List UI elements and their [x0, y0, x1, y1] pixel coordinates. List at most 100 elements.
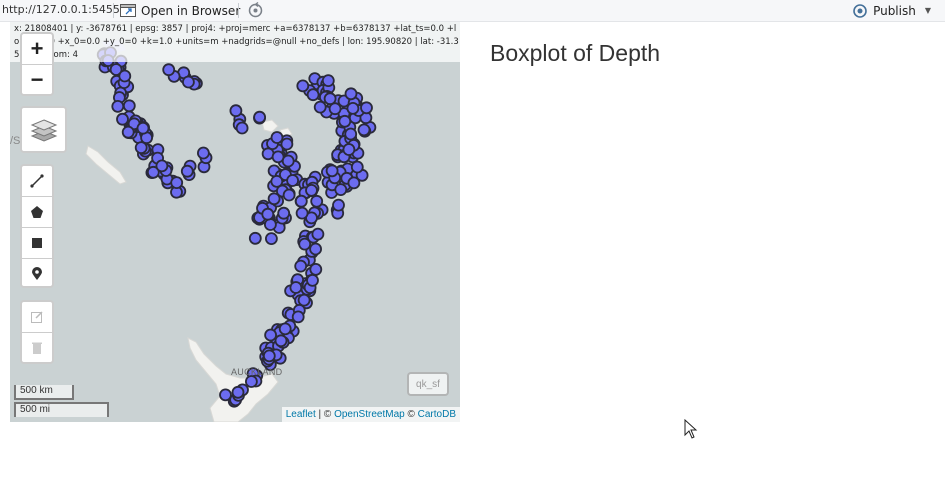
quake-marker[interactable] [109, 63, 123, 76]
quake-marker[interactable] [313, 100, 327, 114]
quake-marker[interactable] [325, 164, 339, 178]
quake-marker[interactable] [305, 183, 318, 197]
toolbar-divider [113, 3, 114, 18]
viewer-toolbar: http://127.0.0.1:5455 Open in Browser Pu… [0, 0, 945, 22]
quake-marker[interactable] [309, 262, 323, 276]
quake-marker[interactable] [231, 385, 245, 399]
delete-layers-button[interactable] [22, 332, 52, 363]
quake-marker[interactable] [289, 281, 303, 294]
quake-marker[interactable] [347, 176, 361, 190]
quake-marker[interactable] [274, 334, 288, 348]
quake-marker[interactable] [244, 375, 258, 388]
mouse-coordinates: x: 21808401 | y: -3678761 | epsg: 3857 |… [10, 22, 460, 62]
quake-marker[interactable] [121, 125, 135, 139]
cartodb-link[interactable]: CartoDB [417, 409, 456, 420]
quake-marker[interactable] [263, 218, 277, 231]
quake-marker[interactable] [309, 242, 323, 256]
quake-marker[interactable] [116, 112, 129, 126]
quake-marker[interactable] [296, 79, 310, 93]
quake-marker[interactable] [291, 310, 305, 324]
polyline-icon [30, 174, 44, 188]
refresh-icon[interactable] [247, 2, 264, 19]
quake-marker[interactable] [342, 143, 356, 156]
quake-marker[interactable] [328, 102, 342, 116]
attribution-separator: | © [315, 409, 335, 420]
quake-marker[interactable] [298, 237, 312, 251]
quake-marker[interactable] [334, 183, 348, 197]
quake-marker[interactable] [111, 100, 125, 113]
quake-marker[interactable] [162, 63, 176, 77]
quake-marker[interactable] [321, 74, 335, 87]
quake-marker[interactable] [286, 174, 300, 187]
quake-marker[interactable] [270, 174, 284, 188]
quake-marker[interactable] [294, 194, 308, 208]
quake-marker[interactable] [338, 114, 352, 128]
chevron-down-icon[interactable]: ▼ [924, 6, 931, 15]
quake-marker[interactable] [253, 110, 267, 124]
quake-marker[interactable] [297, 293, 311, 307]
quake-marker[interactable] [332, 198, 345, 212]
layer-toggle-qk-sf[interactable]: qk_sf [407, 372, 449, 396]
zoom-out-button[interactable]: − [22, 64, 52, 95]
quake-marker[interactable] [219, 388, 232, 402]
edit-layers-button[interactable] [22, 302, 52, 332]
quake-marker[interactable] [344, 127, 358, 141]
quake-marker[interactable] [277, 206, 291, 220]
draw-rectangle-button[interactable] [22, 227, 52, 258]
quake-marker[interactable] [280, 137, 294, 151]
quake-marker[interactable] [248, 231, 262, 245]
quake-marker[interactable] [357, 123, 371, 137]
quake-marker[interactable] [281, 154, 295, 168]
map-attribution: Leaflet | © OpenStreetMap © CartoDB [281, 407, 460, 422]
trash-icon [32, 342, 42, 354]
quakes-markers[interactable] [10, 22, 460, 422]
draw-toolbar [20, 164, 54, 288]
quake-marker[interactable] [270, 131, 284, 144]
quake-marker[interactable] [118, 69, 132, 83]
draw-polyline-button[interactable] [22, 166, 52, 196]
quake-marker[interactable] [235, 121, 249, 135]
open-in-browser-button[interactable]: Open in Browser [120, 2, 240, 19]
openstreetmap-link[interactable]: OpenStreetMap [334, 409, 405, 420]
quake-marker[interactable] [136, 121, 150, 135]
zoom-in-button[interactable]: + [30, 36, 44, 61]
north-island-landmass [187, 337, 279, 422]
quake-marker[interactable] [278, 322, 292, 336]
draw-polygon-button[interactable] [22, 196, 52, 227]
leaflet-map[interactable]: /S AUCKLAND x: 21808401 | y: -3678761 | … [10, 22, 460, 422]
quake-marker[interactable] [170, 176, 184, 190]
quake-marker[interactable] [295, 206, 309, 220]
quake-marker[interactable] [306, 273, 319, 287]
quake-marker[interactable] [264, 232, 278, 246]
quake-marker[interactable] [350, 160, 364, 174]
quake-marker[interactable] [267, 192, 281, 206]
quake-marker[interactable] [311, 227, 325, 241]
quake-marker[interactable] [181, 75, 195, 89]
quake-marker[interactable] [323, 92, 337, 106]
quake-marker[interactable] [310, 194, 324, 208]
leaflet-link[interactable]: Leaflet [285, 409, 316, 420]
open-in-browser-label: Open in Browser [141, 3, 241, 18]
quake-marker[interactable] [155, 159, 169, 173]
quake-marker[interactable] [282, 188, 296, 202]
quake-marker[interactable] [196, 146, 210, 160]
quake-marker[interactable] [229, 104, 243, 118]
quake-marker[interactable] [294, 259, 308, 273]
quake-marker[interactable] [261, 207, 275, 221]
quake-marker[interactable] [134, 141, 148, 154]
quake-marker[interactable] [146, 165, 160, 179]
quake-marker[interactable] [344, 87, 358, 101]
rectangle-icon [32, 238, 42, 248]
edit-toolbar [20, 300, 54, 364]
layers-button[interactable] [20, 106, 67, 153]
attribution-separator: © [404, 409, 418, 420]
quake-marker[interactable] [360, 101, 373, 115]
layers-icon [30, 118, 57, 142]
publish-button[interactable]: Publish ▼ [852, 2, 931, 19]
draw-marker-button[interactable] [22, 258, 52, 289]
quake-marker[interactable] [346, 102, 360, 115]
quake-marker[interactable] [122, 99, 136, 113]
quake-marker[interactable] [180, 164, 194, 178]
quake-marker[interactable] [264, 328, 278, 342]
quake-marker[interactable] [262, 349, 276, 363]
